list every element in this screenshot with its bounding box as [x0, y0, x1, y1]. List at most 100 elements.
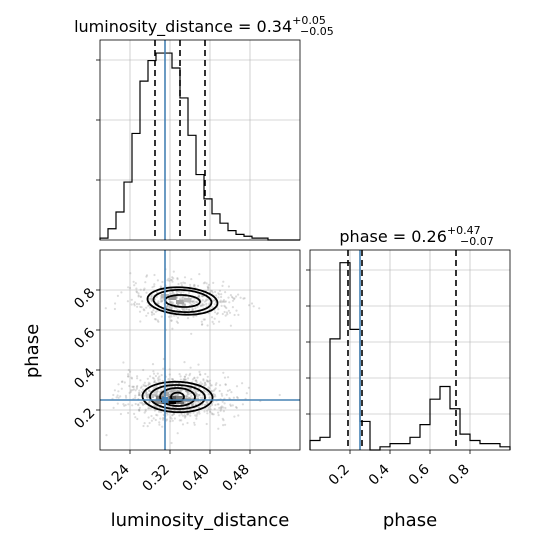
- sample-point: [176, 394, 179, 397]
- sample-point: [171, 389, 174, 392]
- sample-point: [171, 378, 174, 381]
- sample-point: [166, 413, 169, 416]
- sample-point: [127, 375, 130, 378]
- sample-point: [139, 288, 142, 291]
- sample-point: [210, 389, 213, 392]
- sample-point: [145, 391, 148, 395]
- sample-point: [151, 376, 154, 379]
- sample-point: [203, 281, 206, 284]
- panel-frame: [99, 249, 301, 451]
- sample-point: [194, 403, 197, 406]
- sample-point: [208, 382, 212, 385]
- sample-point: [170, 279, 173, 282]
- sample-point: [157, 320, 160, 323]
- x-tick-label: 0.6: [406, 461, 433, 488]
- sample-point: [160, 315, 163, 318]
- sample-point: [221, 394, 224, 397]
- sample-point: [143, 394, 146, 397]
- sample-point: [183, 308, 186, 311]
- density-cell: [168, 396, 177, 400]
- sample-point: [217, 403, 220, 406]
- sample-point: [210, 412, 214, 415]
- sample-point: [125, 396, 128, 399]
- sample-point: [198, 273, 201, 276]
- sample-point: [189, 412, 192, 415]
- sample-point: [121, 380, 124, 383]
- sample-point: [138, 310, 142, 313]
- x-axis-label-luminosity-distance: luminosity_distance: [111, 510, 290, 531]
- sample-point: [162, 297, 165, 300]
- sample-point: [147, 384, 150, 387]
- sample-point: [258, 307, 261, 310]
- sample-point: [132, 388, 135, 391]
- sample-point: [179, 378, 182, 381]
- sample-point: [170, 441, 173, 445]
- sample-point: [170, 300, 173, 303]
- sample-point: [171, 327, 174, 330]
- sample-point: [153, 409, 156, 412]
- contour-line: [159, 387, 196, 407]
- sample-point: [204, 382, 207, 385]
- sample-point: [129, 272, 132, 275]
- sample-point: [161, 379, 164, 383]
- sample-point: [210, 384, 213, 387]
- sample-point: [181, 414, 185, 417]
- sample-point: [204, 299, 208, 302]
- sample-point: [150, 414, 153, 418]
- sample-point: [145, 291, 148, 294]
- sample-point: [176, 389, 179, 392]
- sample-point: [171, 301, 175, 304]
- sample-point: [171, 419, 174, 422]
- sample-point: [195, 393, 199, 396]
- sample-point: [196, 411, 199, 414]
- sample-point: [149, 298, 152, 301]
- sample-point: [170, 319, 173, 322]
- sample-point: [156, 279, 159, 282]
- sample-point: [206, 409, 209, 412]
- sample-point: [166, 279, 169, 282]
- sample-point: [235, 406, 238, 409]
- contour-line: [149, 384, 206, 410]
- title-phase: phase = 0.26+0.47: [339, 224, 480, 246]
- sample-point: [201, 302, 204, 306]
- sample-point: [122, 361, 125, 364]
- sample-point: [105, 434, 108, 437]
- sample-point: [150, 300, 153, 303]
- sample-point: [133, 302, 136, 306]
- sample-point: [173, 314, 176, 317]
- sample-point: [159, 417, 162, 420]
- sample-point: [186, 412, 190, 415]
- sample-point: [150, 294, 153, 297]
- sample-point: [136, 377, 139, 380]
- sample-point: [193, 300, 196, 303]
- sample-point: [229, 294, 232, 297]
- sample-point: [218, 300, 221, 303]
- sample-point: [138, 393, 141, 396]
- sample-point: [152, 387, 155, 390]
- sample-point: [223, 304, 226, 307]
- sample-point: [189, 387, 192, 390]
- sample-point: [178, 419, 181, 422]
- sample-point: [221, 400, 224, 403]
- sample-point: [186, 421, 189, 425]
- sample-point: [136, 417, 139, 421]
- sample-point: [207, 288, 210, 292]
- sample-point: [153, 283, 156, 286]
- sample-point: [223, 310, 226, 314]
- sample-point: [169, 292, 172, 295]
- sample-point: [175, 320, 178, 323]
- sample-point: [182, 290, 185, 293]
- sample-point: [130, 303, 133, 306]
- sample-point: [188, 387, 191, 390]
- sample-point: [172, 389, 175, 392]
- sample-point: [150, 419, 153, 422]
- sample-point: [120, 387, 123, 390]
- sample-point: [198, 410, 201, 413]
- sample-point: [162, 417, 165, 420]
- sample-point: [134, 416, 137, 419]
- sample-point: [179, 292, 182, 295]
- sample-point: [167, 277, 170, 280]
- sample-point: [168, 390, 172, 393]
- sample-point: [116, 294, 119, 297]
